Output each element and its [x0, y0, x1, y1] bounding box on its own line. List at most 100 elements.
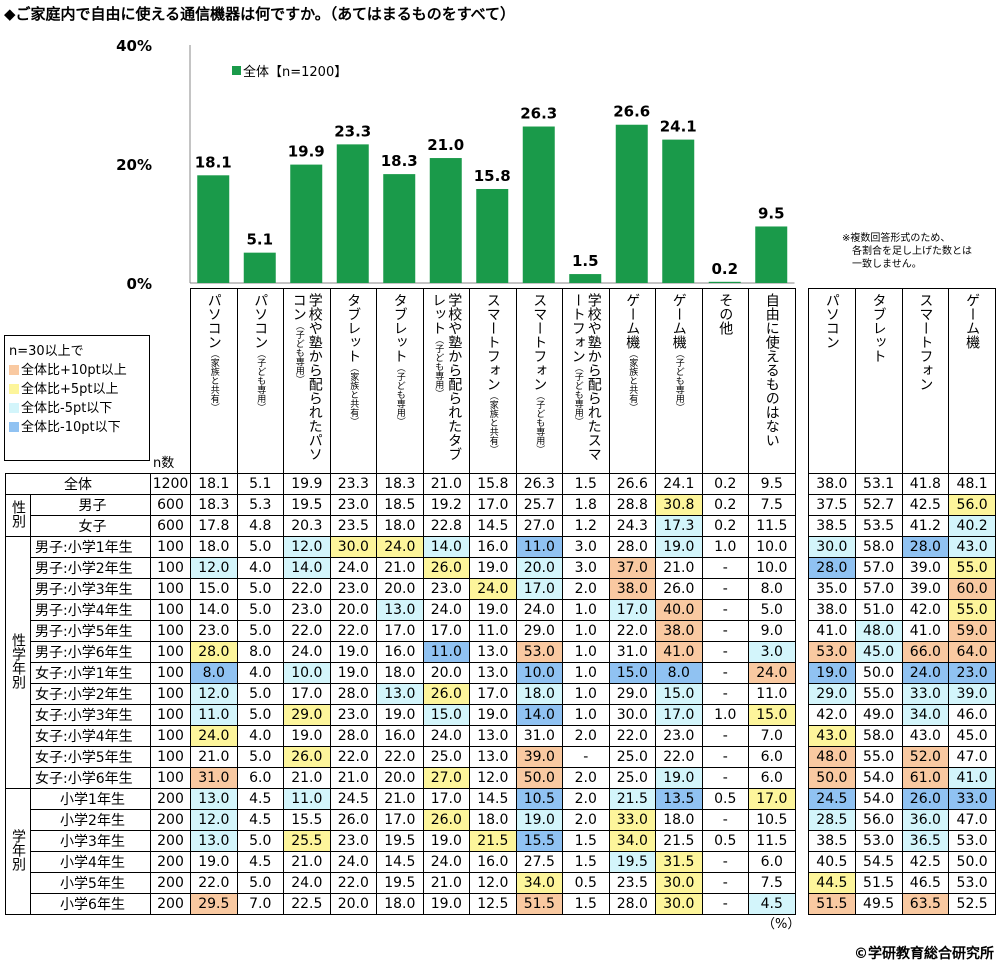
value-cell: 19.5 [376, 872, 424, 894]
value-cell: 3.0 [562, 536, 610, 558]
table-row: 42.0 49.0 34.0 46.0 [808, 704, 996, 726]
value-cell: 1.5 [562, 851, 610, 873]
copyright: ©学研教育総合研究所 [854, 946, 994, 962]
column-header-main: スマートフォン [484, 293, 501, 391]
right-column-header: ゲーム機 [948, 288, 996, 474]
n-cell: 200 [149, 788, 192, 810]
value-cell: - [701, 872, 750, 894]
bar [662, 139, 695, 283]
value-cell: 21.0 [422, 473, 471, 495]
value-cell: 23.0 [190, 620, 238, 642]
value-cell: - [701, 746, 750, 768]
y-tick-label: 20% [116, 156, 152, 174]
n-cell: 1200 [149, 473, 192, 495]
n-cell: 100 [149, 704, 192, 726]
value-cell: 31.5 [655, 851, 703, 873]
value-cell: 12.0 [190, 683, 238, 705]
value-cell: 28.0 [901, 536, 950, 558]
value-cell: 19.9 [283, 473, 331, 495]
value-cell: 22.0 [283, 578, 331, 600]
value-cell: 47.0 [948, 809, 996, 831]
value-cell: 38.0 [808, 473, 856, 495]
footnote: ※複数回答形式のため、 各割合を足し上げた数とは 一致しません。 [842, 233, 972, 270]
value-cell: 8.0 [655, 662, 703, 684]
value-cell: 19.0 [190, 851, 238, 873]
value-cell: 1.0 [562, 620, 610, 642]
n-label: n数 [153, 456, 175, 471]
column-header-sub: （家族と共有） [348, 363, 359, 426]
row-label: 女子:小学4年生 [30, 725, 151, 747]
value-cell: 0.5 [701, 788, 750, 810]
value-cell: 28.0 [329, 725, 378, 747]
table-row: 女子:小学2年生 100 12.0 5.0 17.0 28.0 13.0 26.0 17.0 18… [6, 683, 796, 705]
value-cell: 20.3 [283, 515, 331, 537]
n-cell: 200 [149, 809, 192, 831]
value-cell: 41.0 [655, 641, 703, 663]
n-cell: 200 [149, 851, 192, 873]
column-header-main: タブレット [345, 293, 362, 363]
row-label: 女子:小学2年生 [30, 683, 151, 705]
value-cell: 24.0 [376, 536, 424, 558]
table-row: 19.0 50.0 24.0 23.0 [808, 662, 996, 684]
data-label: 0.2 [711, 260, 738, 278]
value-cell: 16.0 [376, 641, 424, 663]
value-cell: 28.0 [190, 641, 238, 663]
table-row: 学年別 小学1年生 200 13.0 4.5 11.0 24.5 21.0 17.0 14.5 10… [5, 788, 796, 915]
value-cell: 26.6 [608, 473, 657, 495]
group-label: 学年別 [5, 788, 31, 915]
value-cell: 1.2 [562, 515, 610, 537]
table-row: 女子:小学6年生 100 31.0 6.0 21.0 21.0 20.0 27.0 12.0 50… [6, 767, 796, 789]
value-cell: 33.0 [948, 788, 996, 810]
value-cell: 56.0 [854, 809, 903, 831]
value-cell: 25.0 [608, 746, 657, 768]
value-cell: 2.0 [562, 578, 610, 600]
value-cell: 19.5 [376, 830, 424, 852]
row-label: 男子 [30, 494, 151, 516]
value-cell: 26.0 [329, 809, 378, 831]
value-cell: 14.0 [283, 557, 331, 579]
value-cell: 42.5 [901, 494, 950, 516]
table-row: 43.0 58.0 43.0 45.0 [808, 725, 996, 747]
value-cell: 28.0 [329, 683, 378, 705]
value-cell: 24.5 [329, 788, 378, 810]
value-cell: 31.0 [608, 641, 657, 663]
value-cell: 8.0 [190, 662, 238, 684]
n-cell: 100 [149, 599, 192, 621]
n-cell: 100 [149, 767, 192, 789]
value-cell: 1.0 [701, 536, 750, 558]
value-cell: 5.0 [236, 578, 285, 600]
value-cell: 14.5 [469, 788, 517, 810]
value-cell: 58.0 [854, 536, 903, 558]
value-cell: 0.5 [562, 872, 610, 894]
value-cell: 18.0 [515, 683, 564, 705]
value-cell: 41.0 [948, 767, 996, 789]
value-cell: 21.0 [376, 788, 424, 810]
data-label: 23.3 [334, 122, 371, 140]
value-cell: 21.0 [329, 767, 378, 789]
value-cell: 0.2 [701, 515, 750, 537]
value-cell: 7.5 [748, 872, 796, 894]
value-cell: 29.5 [190, 893, 238, 915]
column-header: 学校や塾から配られたタブレット（子ども専用） [422, 288, 471, 474]
table-row: 35.0 57.0 39.0 60.0 [808, 578, 996, 600]
value-cell: 34.0 [901, 704, 950, 726]
value-cell: 19.0 [655, 767, 703, 789]
value-cell: 37.0 [608, 557, 657, 579]
bar [197, 175, 230, 283]
value-cell: 30.0 [655, 893, 703, 915]
value-cell: 1.5 [562, 473, 610, 495]
value-cell: - [701, 893, 750, 915]
value-cell: 25.0 [608, 767, 657, 789]
value-cell: 23.5 [329, 515, 378, 537]
value-cell: - [562, 746, 610, 768]
value-cell: 53.0 [515, 641, 564, 663]
column-header-sub: （子ども専用） [293, 321, 304, 384]
value-cell: 11.0 [422, 641, 471, 663]
data-label: 26.6 [613, 103, 650, 121]
value-cell: 18.0 [376, 662, 424, 684]
table-row: 女子:小学1年生 100 8.0 4.0 10.0 19.0 18.0 20.0 13.0 10.… [6, 662, 796, 684]
value-cell: 1.5 [562, 830, 610, 852]
value-cell: 30.0 [608, 704, 657, 726]
row-label: 男子:小学1年生 [30, 536, 151, 558]
column-header-main: タブレット [391, 293, 408, 363]
